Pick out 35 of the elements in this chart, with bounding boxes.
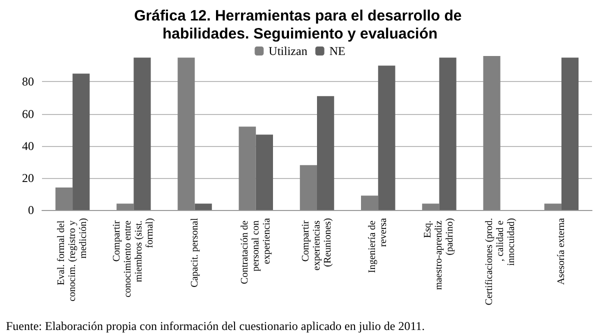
y-tick-label: 0 (28, 203, 34, 217)
x-tick-label: Contratación de personal con experiencia (239, 217, 272, 284)
bar (238, 126, 256, 210)
x-tick-label: Eval. formal del conocim. (registro y medición) (56, 218, 90, 302)
y-tick-label: 60 (22, 106, 34, 121)
x-tick-label: Compartir conocimiento entre miembros (sist. formal) (112, 218, 156, 298)
bar (300, 165, 317, 210)
chart-title: Gráfica 12. Herramientas para el desarrollo de habilidades. Seguimiento y evaluación (134, 8, 466, 42)
bar (561, 58, 579, 210)
bar (116, 204, 134, 210)
bar (439, 58, 456, 210)
x-tick-label: Compartir experiencias (Reuniones) (300, 218, 334, 270)
bar (55, 188, 73, 210)
x-tick-label: Asesoría externa (556, 217, 567, 285)
x-tick-label: Ingeniería de reversa (367, 217, 390, 273)
bar (422, 204, 440, 210)
bar (483, 56, 500, 210)
bar (317, 96, 334, 210)
y-tick-label: 40 (22, 138, 34, 153)
x-tick-label: Esq. maestro-aprendiz (padrino) (422, 218, 456, 290)
legend-label: Utilizan (268, 44, 308, 58)
bar (72, 74, 90, 210)
y-tick-label: 20 (22, 170, 34, 185)
x-tick-label: Capacit. personal (189, 218, 200, 288)
bar (178, 58, 195, 210)
y-tick-label: 80 (22, 74, 34, 89)
source-note: Fuente: Elaboración propia con información del cuestionario aplicado en julio de 2011. (6, 319, 425, 333)
bar (378, 66, 396, 210)
bar (361, 196, 378, 210)
legend-label: NE (329, 44, 346, 58)
x-tick-label: Certificaciones (prod., calidad e innocuidad) (484, 218, 517, 306)
bar (256, 134, 273, 210)
bar (544, 204, 562, 210)
bar (134, 58, 151, 210)
bar (194, 204, 212, 210)
